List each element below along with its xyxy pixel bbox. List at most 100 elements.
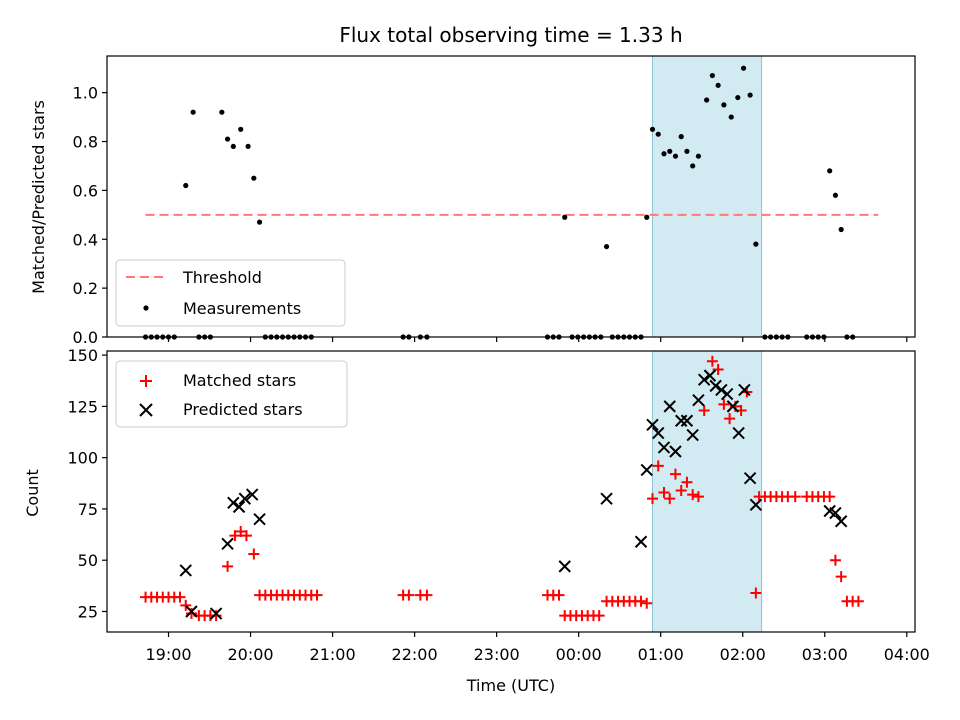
matched-stars-series: [140, 355, 864, 622]
top-legend-box: [115, 259, 346, 327]
measurement-point: [740, 65, 747, 71]
measurement-point: [230, 143, 236, 150]
predicted-star-point: [743, 471, 757, 485]
bottom-y-axis-label: Count: [23, 469, 42, 517]
top-plot-frame: [106, 55, 916, 338]
legend-measurements-swatch: [143, 305, 149, 311]
predicted-star-point: [238, 492, 252, 505]
predicted-star-point: [675, 414, 688, 427]
measurement-point: [661, 151, 667, 157]
top-x-ticks: [167, 337, 908, 342]
matched-star-point: [553, 589, 565, 601]
matched-star-point: [835, 571, 847, 583]
top-y-tick-label: 0.2: [73, 279, 98, 298]
predicted-star-point: [715, 383, 728, 397]
measurement-point: [678, 134, 684, 140]
x-tick-label: 23:00: [474, 645, 520, 664]
measurement-point: [715, 82, 721, 88]
bottom-y-tick-label: 25: [78, 602, 98, 621]
matched-star-point: [669, 468, 681, 480]
top-panel: 0.0 0.2 0.4 0.6 0.8 1.0 Matched/Predicted sta…: [29, 55, 916, 347]
matched-star-point: [718, 398, 730, 410]
x-tick-label: 02:00: [720, 645, 766, 664]
bottom-x-ticks: 19:00 20:00 21:00 22:00 23:00 00:00 01:00 02:00…: [145, 632, 930, 664]
measurement-point: [183, 182, 189, 189]
legend-matched-swatch: [140, 375, 152, 387]
matched-star-point: [641, 597, 653, 609]
bottom-y-tick-label: 100: [67, 449, 98, 468]
legend-predicted-swatch: [139, 403, 153, 417]
predicted-star-point: [703, 369, 717, 382]
measurement-point: [245, 143, 251, 150]
measurement-point: [219, 109, 225, 115]
matched-star-point: [235, 525, 247, 537]
measurement-point: [684, 148, 690, 154]
top-y-ticks: 0.0 0.2 0.4 0.6 0.8 1.0: [73, 84, 107, 347]
measurement-point: [672, 153, 679, 159]
predicted-star-point: [179, 564, 192, 577]
predicted-star-point: [657, 441, 671, 454]
predicted-star-point: [558, 560, 571, 573]
measurement-point: [695, 153, 702, 159]
legend-measurements-label: Measurements: [183, 299, 301, 318]
measurement-point: [704, 97, 710, 103]
measurement-point: [728, 114, 734, 120]
matched-star-point: [593, 610, 605, 622]
predicted-star-point: [209, 607, 223, 620]
predicted-star-point: [834, 515, 848, 528]
x-tick-label: 03:00: [802, 645, 848, 664]
matched-star-point: [852, 595, 864, 607]
x-tick-label: 19:00: [145, 645, 191, 664]
measurement-point: [238, 126, 244, 132]
matched-star-point: [222, 560, 234, 572]
matched-star-point: [789, 491, 801, 503]
matched-star-point: [403, 589, 415, 601]
measurement-point: [603, 243, 610, 250]
matched-star-point: [229, 530, 241, 542]
measurement-point: [832, 192, 839, 198]
predicted-star-point: [829, 506, 842, 520]
top-y-axis-label: Matched/Predicted stars: [29, 100, 48, 294]
matched-star-point: [180, 599, 192, 611]
top-legend: Threshold Measurements: [115, 259, 346, 327]
bottom-highlight-span: [652, 350, 763, 633]
predicted-star-point: [185, 605, 198, 618]
x-tick-label: 00:00: [556, 645, 602, 664]
top-highlight-span: [652, 55, 763, 338]
predicted-star-point: [738, 383, 751, 397]
measurement-point: [690, 163, 696, 169]
predicted-star-point: [686, 428, 699, 442]
measurement-point: [224, 136, 231, 142]
matched-star-point: [240, 530, 252, 542]
matched-star-point: [174, 591, 186, 603]
legend-matched-label: Matched stars: [183, 371, 296, 390]
predicted-star-point: [663, 400, 676, 413]
predicted-star-point: [732, 426, 745, 440]
matched-star-point: [658, 487, 670, 499]
matched-star-point: [652, 460, 664, 472]
predicted-star-point: [221, 537, 234, 551]
bottom-y-tick-label: 75: [78, 500, 98, 519]
measurement-point: [644, 214, 650, 220]
measurement-point: [838, 226, 844, 233]
x-tick-label: 04:00: [884, 645, 930, 664]
matched-star-point: [635, 595, 647, 607]
matched-star-point: [664, 493, 676, 505]
matched-star-point: [824, 491, 836, 503]
measurement-point: [747, 92, 753, 98]
top-y-tick-label: 0.8: [73, 133, 98, 152]
x-tick-label: 22:00: [392, 645, 438, 664]
matched-star-point: [311, 589, 323, 601]
matched-star-point: [248, 548, 260, 560]
predicted-star-point: [600, 492, 613, 505]
matched-star-point: [712, 363, 724, 375]
chart-title: Flux total observing time = 1.33 h: [339, 23, 682, 47]
measurements-series: [142, 65, 856, 340]
predicted-star-point: [227, 496, 240, 509]
matched-star-point: [706, 355, 718, 367]
bottom-y-tick-label: 150: [67, 346, 98, 365]
measurement-point: [753, 241, 759, 247]
matched-star-point: [647, 493, 659, 505]
measurement-point: [190, 109, 196, 115]
